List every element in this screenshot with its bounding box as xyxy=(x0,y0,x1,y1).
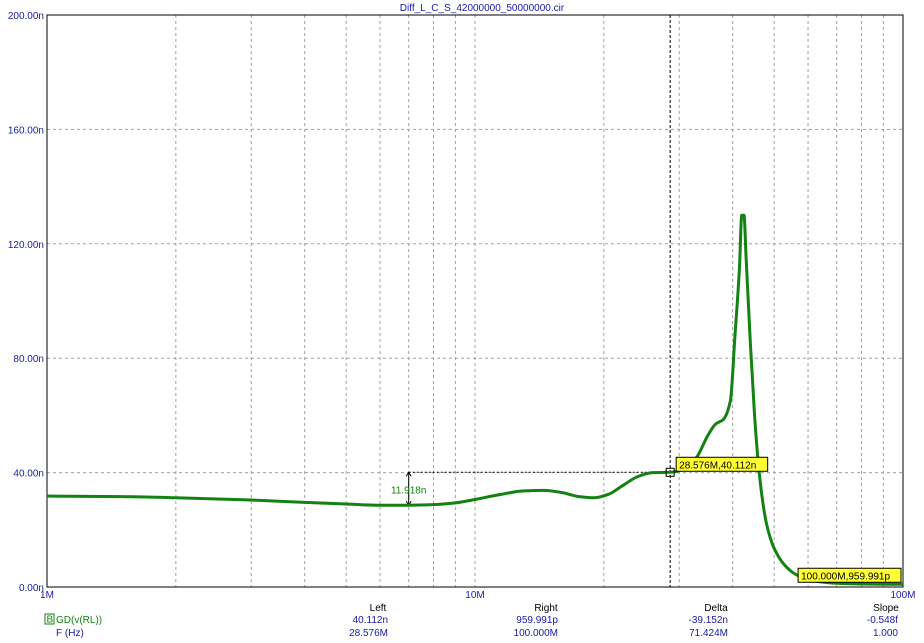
y-axis-ticks: 0.00n 40.00n 80.00n 120.00n 160.00n 200.00n xyxy=(8,11,44,594)
right-cursor-value-label-box xyxy=(797,567,902,583)
dimension-arrow-top xyxy=(405,471,412,477)
y-tick-label-5: 200.00n xyxy=(8,11,44,22)
right-cursor-value-label: 100.000M,959.991p xyxy=(801,571,890,582)
dimension-label: 11.918n xyxy=(391,486,426,497)
left-cursor-marker[interactable] xyxy=(665,467,675,477)
x-tick-label-1: 10M xyxy=(465,590,484,601)
x-tick-label-2: 100M xyxy=(890,590,915,601)
readout-row0-slope: -0.548f xyxy=(867,615,898,626)
grid xyxy=(47,15,903,587)
y-tick-label-4: 160.00n xyxy=(8,125,44,136)
readout-row1-left: 28.576M xyxy=(349,628,388,639)
readout-row0-left: 40.112n xyxy=(353,615,388,626)
readout-header-slope: Slope xyxy=(873,603,899,614)
readout-row1-delta: 71.424M xyxy=(689,628,728,639)
cursor-layer[interactable] xyxy=(405,15,671,587)
trace-badge: B xyxy=(47,615,54,626)
y-tick-label-1: 40.00n xyxy=(13,469,44,480)
label-layer: 11.918n 28.576M,40.112n 100.000M,959.991p xyxy=(391,456,902,583)
readout-row1-slope: 1.000 xyxy=(873,628,898,639)
chart-title: Diff_L_C_S_42000000_50000000.cir xyxy=(400,3,565,14)
x-axis-ticks: 1M 10M 100M xyxy=(40,590,915,601)
plot-frame xyxy=(46,14,904,588)
readout-row0-delta: -39.152n xyxy=(689,615,728,626)
y-tick-label-0: 0.00n xyxy=(19,583,44,594)
x-tick-label-0: 1M xyxy=(40,590,54,601)
series-line-gd-v-rl xyxy=(46,213,904,586)
readout-header-left: Left xyxy=(370,603,387,614)
readout-row0-name[interactable]: GD(v(RL)) xyxy=(56,615,102,626)
left-cursor-value-label: 28.576M,40.112n xyxy=(679,460,756,471)
readout-header-delta: Delta xyxy=(704,603,728,614)
readout-row1-right: 100.000M xyxy=(514,628,558,639)
readout-row1-name: F (Hz) xyxy=(56,628,84,639)
y-tick-label-2: 80.00n xyxy=(13,354,44,365)
trace-select-checkbox[interactable] xyxy=(44,613,55,625)
y-tick-label-3: 120.00n xyxy=(8,240,44,251)
readout-row0-right: 959.991p xyxy=(516,615,558,626)
readout-header-right: Right xyxy=(534,603,558,614)
left-cursor-value-label-box xyxy=(675,456,769,472)
